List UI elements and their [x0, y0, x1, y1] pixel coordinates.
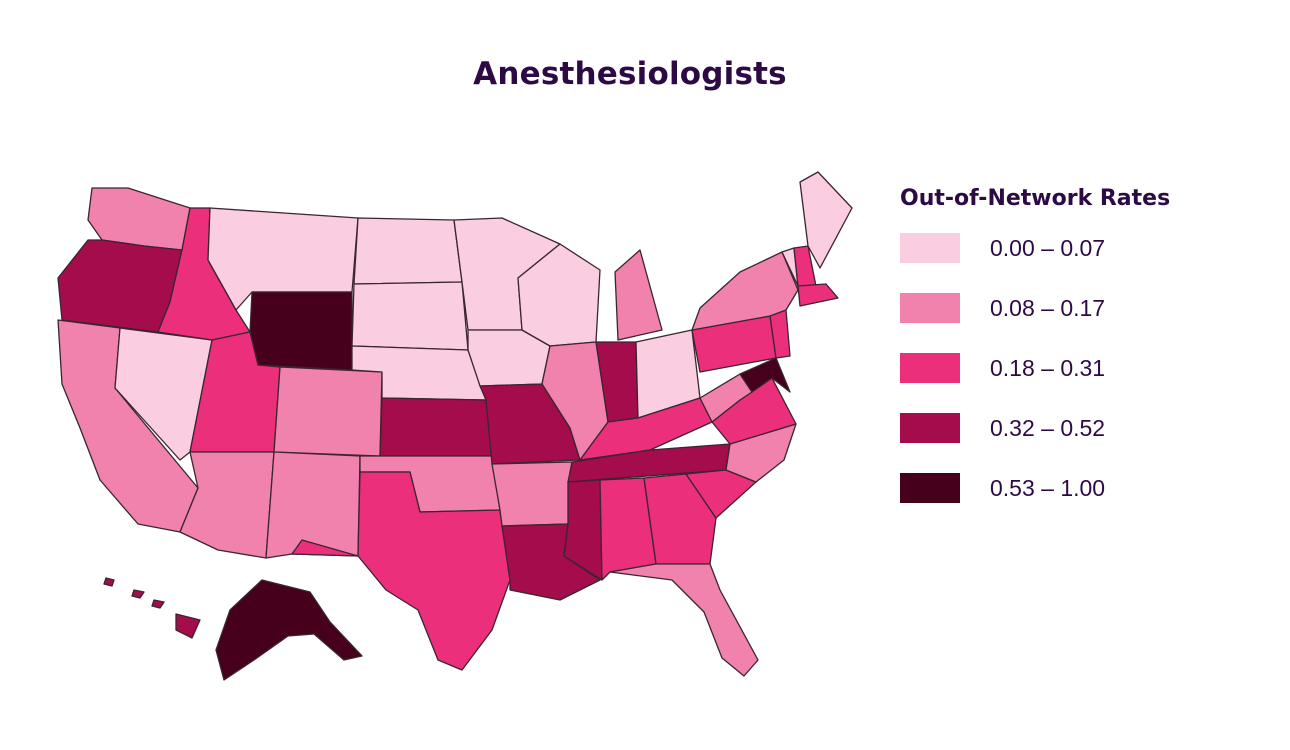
state-west-virginia — [699, 373, 753, 423]
state-alaska — [215, 579, 363, 681]
legend-swatch — [900, 293, 960, 323]
legend-swatch — [900, 413, 960, 443]
state-hawaii — [175, 613, 201, 639]
page-title: Anesthesiologists — [473, 56, 787, 92]
state-north-carolina — [725, 423, 797, 483]
state-kansas — [379, 397, 493, 457]
state-florida — [609, 563, 759, 677]
legend-label: 0.53 – 1.00 — [990, 475, 1106, 501]
legend-swatch — [900, 473, 960, 503]
us-choropleth-map — [40, 160, 870, 700]
state-colorado — [273, 366, 383, 457]
state-maryland — [739, 357, 791, 393]
state-north-dakota — [353, 217, 463, 285]
legend: Out-of-Network Rates 0.00 – 0.07 0.08 – … — [900, 186, 1270, 533]
state-new-jersey — [769, 309, 791, 359]
legend-item: 0.18 – 0.31 — [900, 353, 1270, 413]
state-maine — [799, 171, 853, 269]
legend-item: 0.00 – 0.07 — [900, 233, 1270, 293]
state-south-dakota — [351, 281, 469, 351]
state-arizona — [179, 451, 275, 559]
legend-label: 0.08 – 0.17 — [990, 295, 1106, 321]
legend-item: 0.53 – 1.00 — [900, 473, 1270, 533]
state-michigan — [614, 249, 663, 341]
state-new-mexico — [265, 451, 361, 559]
state-wyoming — [249, 291, 353, 371]
legend-item: 0.08 – 0.17 — [900, 293, 1270, 353]
state-new-york — [691, 251, 799, 331]
legend-swatch — [900, 233, 960, 263]
legend-label: 0.18 – 0.31 — [990, 355, 1106, 381]
legend-title: Out-of-Network Rates — [900, 186, 1171, 211]
legend-label: 0.32 – 0.52 — [990, 415, 1106, 441]
state-mississippi — [563, 479, 603, 581]
legend-swatch — [900, 353, 960, 383]
legend-item: 0.32 – 0.52 — [900, 413, 1270, 473]
state-texas — [291, 471, 511, 671]
state-hawaii-islands — [103, 577, 165, 609]
state-georgia — [643, 473, 717, 565]
legend-label: 0.00 – 0.07 — [990, 235, 1106, 261]
state-arkansas — [491, 461, 573, 527]
state-massachusetts — [797, 283, 839, 307]
